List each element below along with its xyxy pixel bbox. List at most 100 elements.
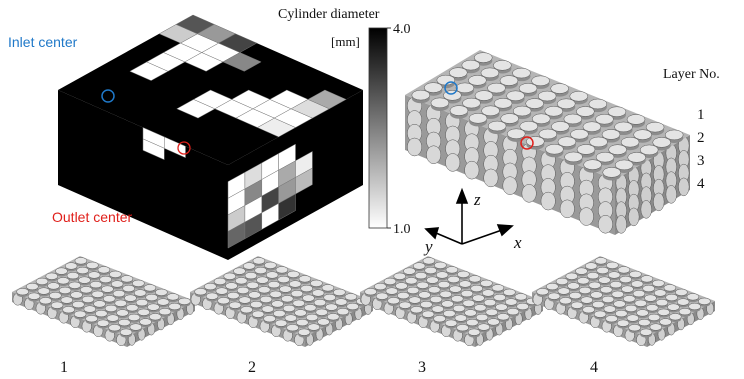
cylinder-top	[669, 313, 681, 320]
layer-render-label: 4	[590, 359, 598, 376]
cylinder-top	[556, 278, 568, 285]
cylinder-top	[471, 285, 483, 292]
cylinder-top	[206, 293, 218, 300]
cylinder-top	[268, 281, 280, 288]
cylinder-top	[258, 286, 270, 293]
cylinder-top	[432, 306, 444, 313]
cylinder-top	[146, 294, 158, 301]
cylinder-top	[235, 277, 247, 284]
cylinder-top	[218, 297, 230, 304]
cylinder-top	[532, 114, 550, 124]
cylinder-top	[474, 304, 486, 311]
cylinder-top	[587, 272, 599, 279]
cylinder-top	[403, 268, 415, 275]
cylinder-top	[287, 271, 299, 278]
cylinder-top	[241, 306, 253, 313]
cylinder-top	[571, 302, 583, 309]
cylinder-top	[539, 129, 557, 139]
cylinder-top	[409, 297, 421, 304]
cylinder-top	[82, 296, 94, 303]
colorbar-tick-label: 1.0	[393, 222, 411, 237]
cylinder-top	[295, 310, 307, 317]
cylinder-top	[100, 276, 112, 283]
cylinder-top	[468, 75, 486, 85]
cylinder-top	[612, 291, 624, 298]
cylinder-top	[388, 297, 400, 304]
cylinder-top	[505, 299, 517, 306]
cylinder-top	[140, 319, 152, 326]
x-label: x	[513, 233, 522, 252]
cylinder-top	[279, 286, 291, 293]
cylinder-top	[159, 308, 171, 315]
cylinder-top	[495, 304, 507, 311]
cylinder-top	[144, 285, 156, 292]
cylinder-top	[494, 294, 506, 301]
cylinder-top	[666, 294, 678, 301]
cylinder-top	[631, 281, 643, 288]
cylinder-top	[519, 83, 537, 93]
cylinder-top	[590, 137, 608, 147]
cylinder-top	[264, 262, 276, 269]
cylinder-top	[615, 122, 633, 132]
cylinder-top	[538, 91, 556, 101]
cylinder-top	[560, 297, 572, 304]
cylinder-top	[546, 283, 558, 290]
cylinder-top	[419, 292, 431, 299]
cylinder-top	[456, 83, 474, 93]
cylinder-top	[589, 282, 601, 289]
cylinder-top	[275, 320, 287, 327]
cylinder-top	[195, 288, 207, 295]
cylinder-top	[595, 258, 607, 265]
cylinder-top	[589, 99, 607, 109]
cylinder-top	[621, 286, 633, 293]
cylinder-top	[237, 287, 249, 294]
cylinder-top	[551, 84, 569, 94]
cylinder-top	[36, 278, 48, 285]
cylinder-top	[627, 315, 639, 322]
cylinder-top	[74, 311, 86, 318]
cylinder-top	[469, 113, 487, 123]
cylinder-top	[71, 292, 83, 299]
cylinder-top	[591, 292, 603, 299]
cylinder-top	[333, 289, 345, 296]
cylinder-top	[255, 267, 267, 274]
cylinder-top	[147, 304, 159, 311]
cylinder-end	[426, 146, 440, 164]
cylinder-top	[266, 272, 278, 279]
cylinder-top	[324, 294, 336, 301]
cylinder-top	[494, 98, 512, 108]
cylinder-top	[610, 281, 622, 288]
x-arrow	[462, 230, 502, 244]
cylinder-top	[568, 283, 580, 290]
cylinder-top	[178, 298, 190, 305]
cylinder-top	[283, 305, 295, 312]
cylinder-top	[517, 303, 529, 310]
cylinder-top	[664, 285, 676, 292]
cylinder-top	[118, 319, 130, 326]
cylinder-top	[443, 310, 455, 317]
cylinder-top	[466, 319, 478, 326]
cylinder-top	[679, 308, 691, 315]
cylinder-top	[26, 283, 38, 290]
cylinder-top	[239, 297, 251, 304]
cylinder-top	[463, 300, 475, 307]
cylinder-top	[501, 114, 519, 124]
cylinder-top	[374, 283, 386, 290]
cylinder-top	[61, 297, 73, 304]
cylinder-top	[304, 304, 316, 311]
cylinder-top	[548, 293, 560, 300]
cylinder-top	[123, 285, 135, 292]
cylinder-top	[623, 295, 635, 302]
outlet-label: Outlet center	[52, 209, 132, 225]
cylinder-top	[426, 277, 438, 284]
cylinder-top	[484, 299, 496, 306]
cylinder-top	[65, 263, 77, 270]
cylinder-top	[638, 319, 650, 326]
cylinder-top	[646, 304, 658, 311]
cylinder-top	[75, 258, 87, 265]
cylinder-top	[512, 68, 530, 78]
cylinder-top	[407, 287, 419, 294]
layer-renders	[12, 256, 715, 347]
cylinder-top	[606, 262, 618, 269]
cylinder-top	[111, 281, 123, 288]
